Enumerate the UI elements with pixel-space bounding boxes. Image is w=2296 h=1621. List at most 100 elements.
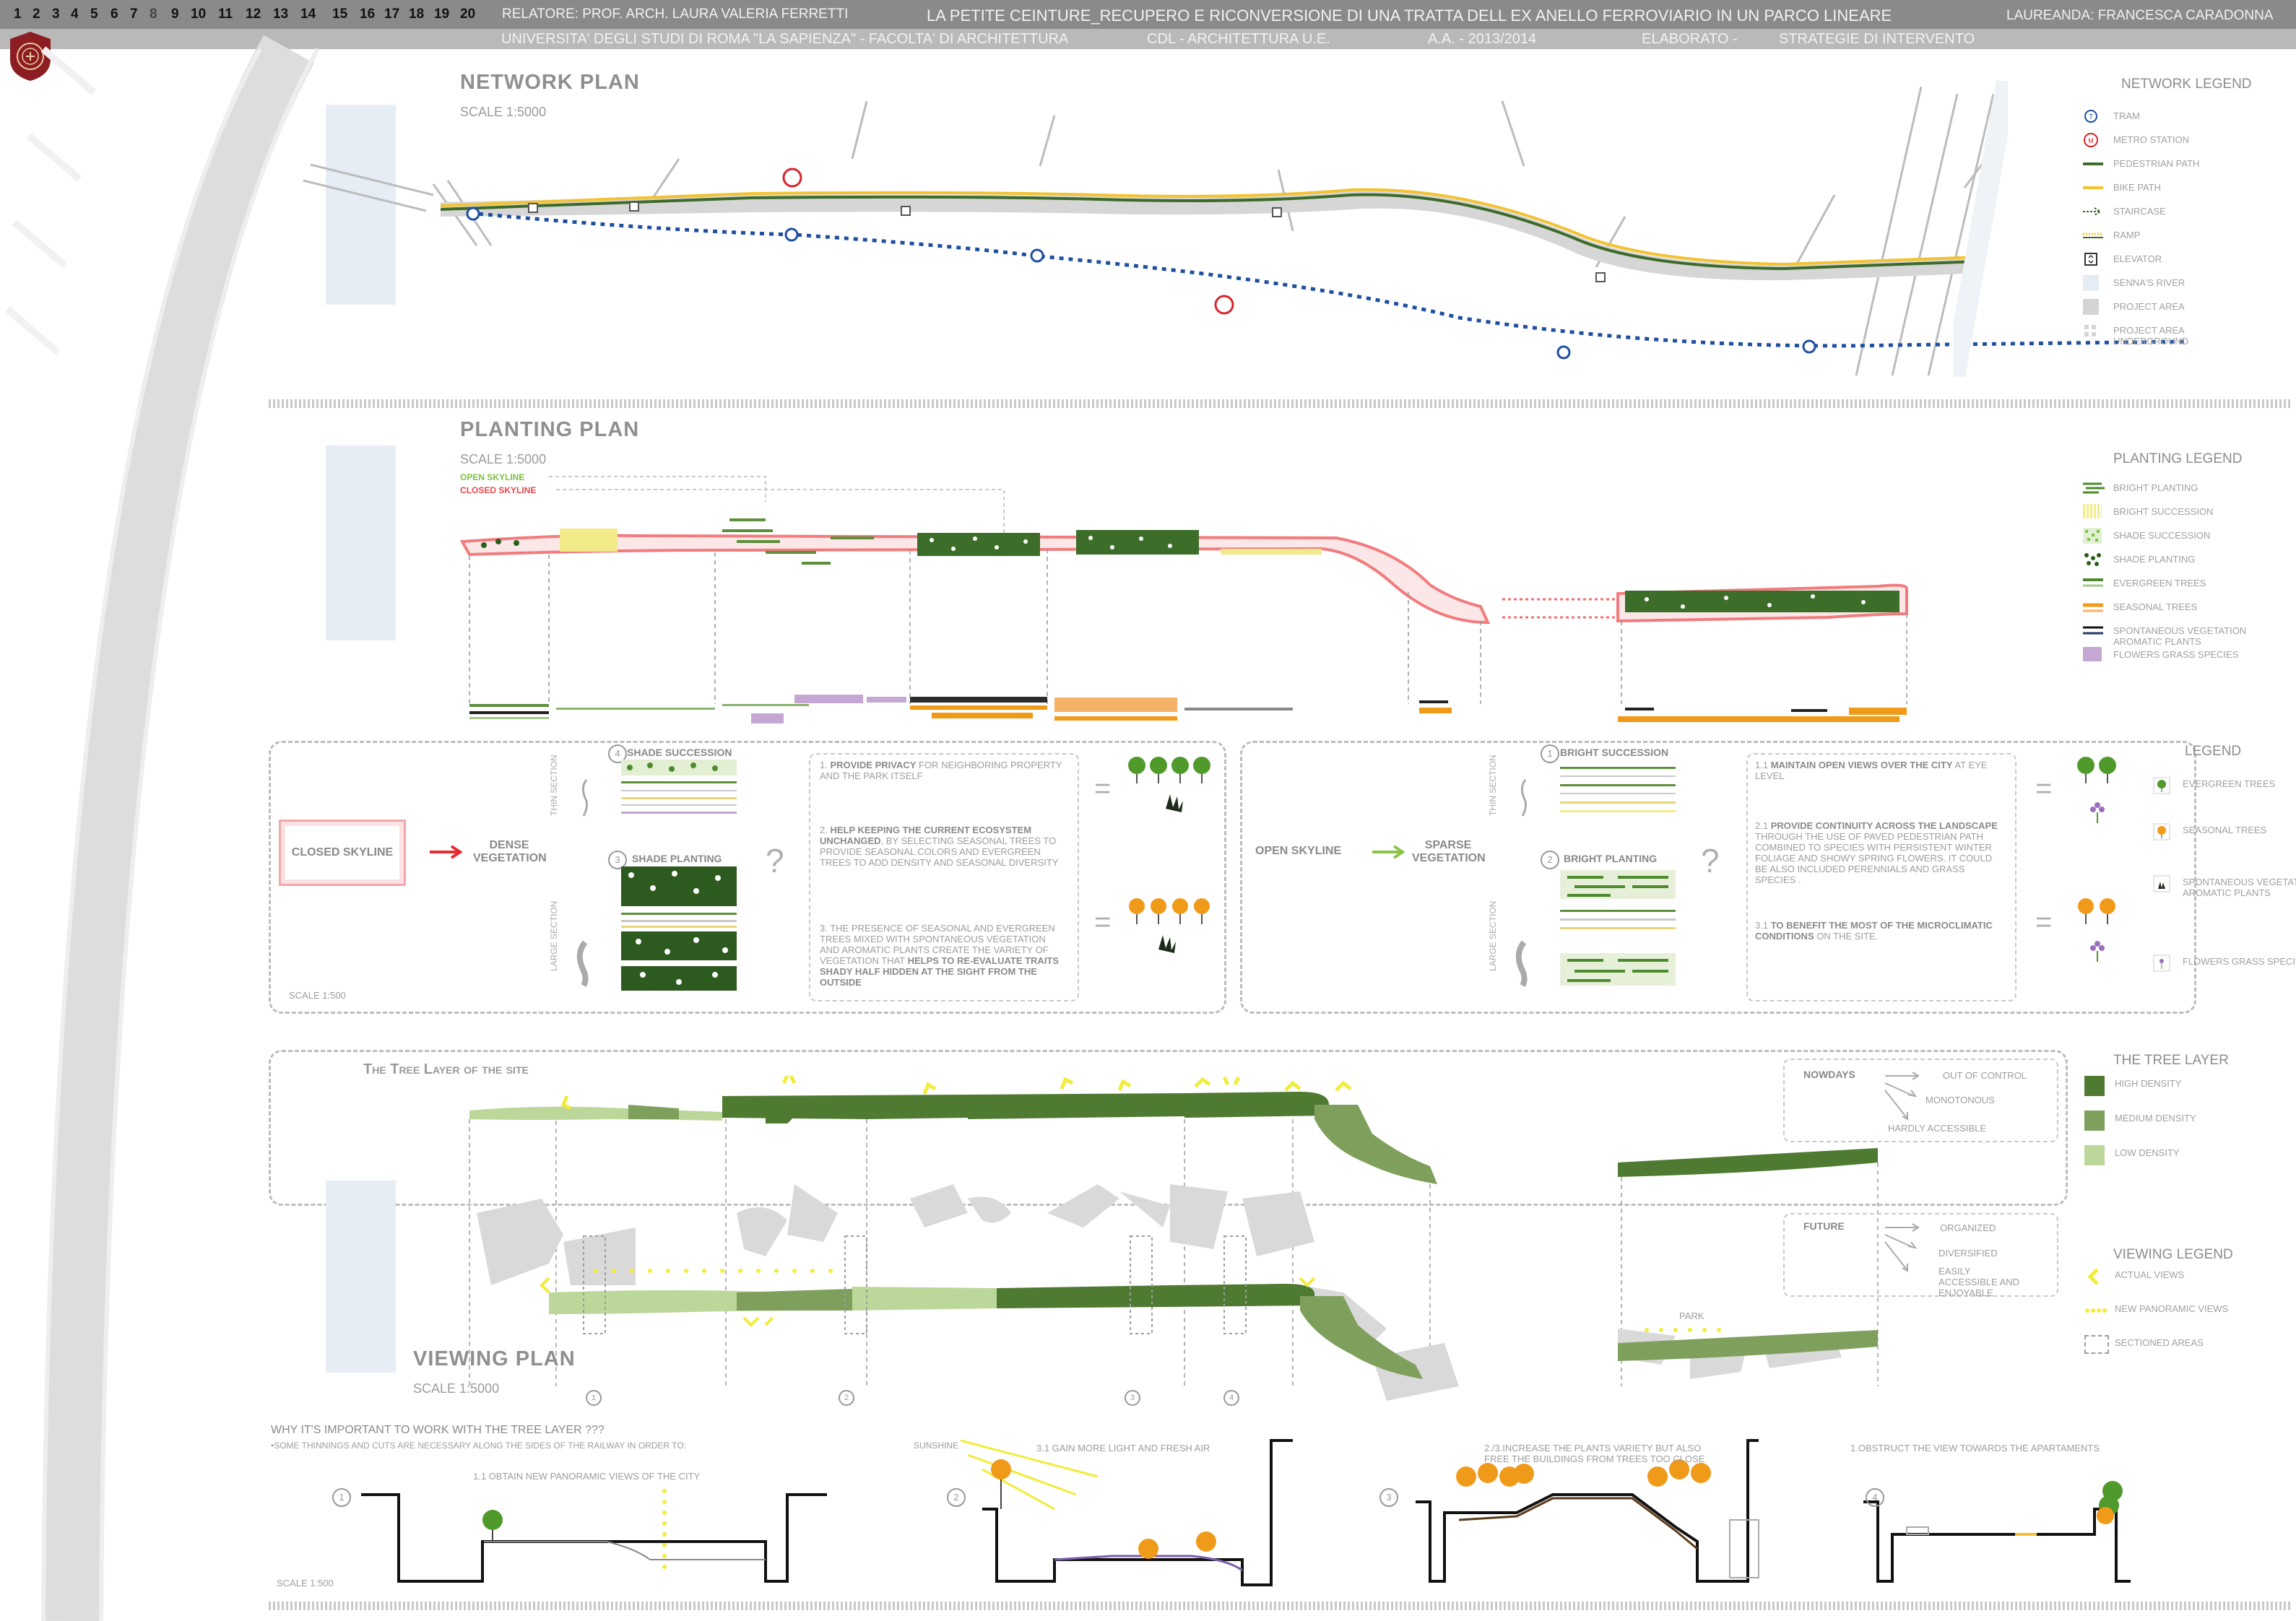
strategy-legend-swatch bbox=[2152, 954, 2181, 972]
strategy-legend-swatch bbox=[2152, 822, 2181, 840]
network-legend-label: PROJECT AREA bbox=[2113, 301, 2185, 312]
section-3-caption: 2./3.INCREASE THE PLANTS VARIETY BUT ALS… bbox=[1484, 1443, 1705, 1464]
bright-succession-title: BRIGHT SUCCESSION bbox=[1560, 747, 1669, 758]
strategy-point: 2.1 PROVIDE CONTINUITY ACROSS THE LANDSC… bbox=[1755, 820, 2001, 885]
section-4-number: 4 bbox=[1866, 1488, 1884, 1507]
page-link-5[interactable]: 5 bbox=[90, 6, 98, 22]
viewing-legend-label: ACTUAL VIEWS bbox=[2115, 1269, 2185, 1280]
network-legend-swatch bbox=[2083, 180, 2112, 196]
viewing-section-number-2: 2 bbox=[839, 1390, 854, 1406]
person-figures-2 bbox=[1515, 779, 1528, 988]
network-legend-title: NETWORK LEGEND bbox=[2121, 77, 2252, 92]
nowdays-item-2: MONOTONOUS bbox=[1925, 1095, 1995, 1105]
page-link-18[interactable]: 18 bbox=[409, 6, 425, 22]
river-right bbox=[1954, 81, 2008, 377]
tree-legend-swatch bbox=[2084, 1145, 2113, 1165]
future-item-1: ORGANIZED bbox=[1940, 1222, 1996, 1233]
viewing-legend-title: VIEWING LEGEND bbox=[2113, 1247, 2233, 1262]
closed-skyline-panel bbox=[269, 741, 1226, 1014]
closed-skyline-label: CLOSED SKYLINE bbox=[460, 485, 537, 495]
shade-planting-number: 3 bbox=[608, 851, 627, 869]
network-legend-swatch bbox=[2083, 299, 2112, 315]
planting-legend-swatch bbox=[2083, 599, 2112, 615]
bright-planting-title: BRIGHT PLANTING bbox=[1564, 853, 1658, 864]
page-link-1[interactable]: 1 bbox=[14, 6, 22, 22]
section-divider bbox=[269, 399, 2291, 408]
red-arrow-icon bbox=[430, 845, 463, 859]
strategy-legend-label: SPONTANEOUS VEGETATION AROMATIC PLANTS bbox=[2183, 877, 2296, 898]
page-link-13[interactable]: 13 bbox=[273, 6, 289, 22]
tree-layer-title: The Tree Layer of the site bbox=[363, 1061, 529, 1077]
question-mark-2: ? bbox=[1701, 842, 1720, 879]
equals-sign-4: = bbox=[2035, 906, 2053, 938]
equals-sign-3: = bbox=[2035, 773, 2053, 804]
strategy-legend-label: EVERGREEN TREES bbox=[2183, 778, 2276, 789]
page-link-14[interactable]: 14 bbox=[300, 6, 316, 22]
point-text: FOR NEIGHBORING PROPERTY AND THE PARK IT… bbox=[820, 760, 1062, 781]
thin-section-label-2: THIN SECTION bbox=[1488, 755, 1498, 816]
network-legend-label: TRAM bbox=[2113, 110, 2140, 121]
point-bold: PROVIDE PRIVACY bbox=[830, 760, 917, 770]
planting-legend-label: SHADE SUCCESSION bbox=[2113, 530, 2211, 541]
page-link-19[interactable]: 19 bbox=[434, 6, 450, 22]
page-link-9[interactable]: 9 bbox=[171, 6, 179, 22]
shade-succession-diagram bbox=[621, 760, 737, 814]
elaborato-text: ELABORATO - bbox=[1642, 31, 1738, 47]
section-1-caption: 1.1 OBTAIN NEW PANORAMIC VIEWS OF THE CI… bbox=[473, 1471, 701, 1482]
page-link-15[interactable]: 15 bbox=[332, 6, 348, 22]
network-legend-swatch bbox=[2083, 323, 2112, 339]
page-link-10[interactable]: 10 bbox=[191, 6, 207, 22]
strategy-text: STRATEGIE DI INTERVENTO bbox=[1779, 31, 1975, 47]
page-link-7[interactable]: 7 bbox=[130, 6, 138, 22]
tree-layer-panel bbox=[269, 1050, 2068, 1206]
open-skyline-panel bbox=[1240, 741, 2196, 1014]
future-item-2: DIVERSIFIED bbox=[1938, 1248, 1998, 1259]
point-number: 2.1 bbox=[1755, 820, 1771, 831]
network-legend-swatch: M bbox=[2083, 132, 2112, 148]
page-link-17[interactable]: 17 bbox=[384, 6, 400, 22]
question-mark-1: ? bbox=[766, 842, 784, 879]
planting-legend-swatch bbox=[2083, 647, 2112, 663]
section-4-caption: 1.OBSTRUCT THE VIEW TOWARDS THE APARTAME… bbox=[1850, 1443, 2100, 1453]
course-text: CDL - ARCHITETTURA U.E. bbox=[1147, 31, 1330, 47]
page-link-2[interactable]: 2 bbox=[33, 6, 40, 22]
tree-legend-swatch bbox=[2084, 1076, 2113, 1096]
nowdays-title: NOWDAYS bbox=[1803, 1069, 1855, 1080]
planting-legend-label: FLOWERS GRASS SPECIES bbox=[2113, 649, 2239, 660]
section-2-number: 2 bbox=[947, 1488, 966, 1507]
page-link-6[interactable]: 6 bbox=[111, 6, 118, 22]
park-label: PARK bbox=[1679, 1311, 1704, 1321]
point-bold: HELPS TO RE-EVALUATE TRAITS SHADY HALF H… bbox=[820, 955, 1060, 988]
point-text: THE PRESENCE OF SEASONAL AND EVERGREEN T… bbox=[820, 923, 1055, 966]
planting-scale: SCALE 1:5000 bbox=[460, 452, 547, 466]
future-arrows bbox=[1884, 1223, 1920, 1272]
network-legend-label: ELEVATOR bbox=[2113, 253, 2162, 264]
tree-legend-label: HIGH DENSITY bbox=[2115, 1078, 2182, 1089]
planting-legend-label: SEASONAL TREES bbox=[2113, 601, 2198, 612]
page-link-11[interactable]: 11 bbox=[218, 6, 233, 22]
strategy-point: 1.1 MAINTAIN OPEN VIEWS OVER THE CITY AT… bbox=[1755, 760, 2001, 781]
tree-legend-label: LOW DENSITY bbox=[2115, 1147, 2180, 1158]
page-link-8[interactable]: 8 bbox=[150, 6, 157, 22]
planting-plan-map bbox=[459, 476, 1908, 723]
point-number: 1.1 bbox=[1755, 760, 1771, 770]
open-skyline-text: OPEN SKYLINE bbox=[1255, 845, 1342, 857]
page-link-16[interactable]: 16 bbox=[360, 6, 376, 22]
large-section-label: LARGE SECTION bbox=[549, 900, 559, 971]
page-link-12[interactable]: 12 bbox=[246, 6, 261, 22]
page-link-4[interactable]: 4 bbox=[71, 6, 79, 22]
planting-legend-label: BRIGHT PLANTING bbox=[2113, 482, 2198, 493]
planting-legend-swatch bbox=[2083, 480, 2112, 496]
strategy-scale: SCALE 1:500 bbox=[289, 990, 346, 1001]
page-link-20[interactable]: 20 bbox=[460, 6, 476, 22]
open-tree-icons bbox=[2077, 757, 2116, 962]
network-legend-label: PEDESTRIAN PATH bbox=[2113, 158, 2200, 169]
person-figures bbox=[576, 779, 589, 988]
section-1-number: 1 bbox=[332, 1488, 351, 1507]
large-section-label-2: LARGE SECTION bbox=[1488, 900, 1498, 971]
closed-skyline-box: CLOSED SKYLINE bbox=[279, 820, 406, 886]
header-subbar bbox=[0, 29, 2296, 49]
tree-layer-map bbox=[469, 1074, 1879, 1386]
page-link-3[interactable]: 3 bbox=[52, 6, 60, 22]
network-legend-label: METRO STATION bbox=[2113, 134, 2189, 145]
